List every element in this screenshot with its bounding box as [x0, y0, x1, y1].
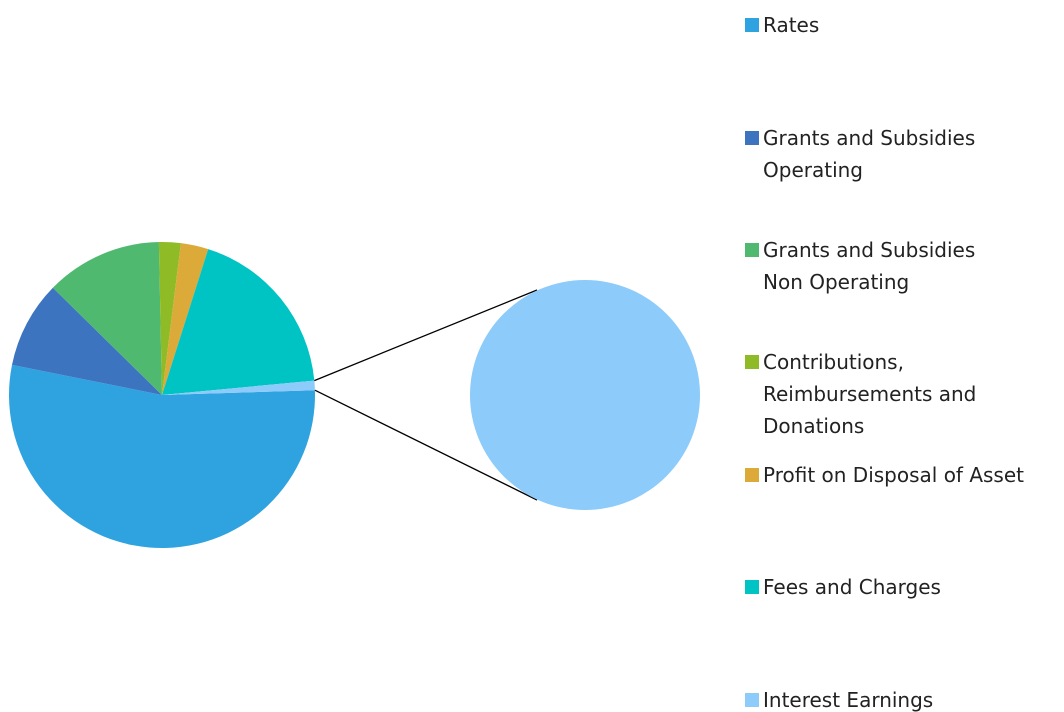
legend-label: Grants and Subsidies Operating: [763, 126, 976, 182]
legend-swatch: [745, 131, 759, 145]
legend-swatch: [745, 243, 759, 257]
legend-swatch: [745, 18, 759, 32]
legend-label: Profit on Disposal of Asset: [763, 463, 1024, 487]
legend-label: Fees and Charges: [763, 575, 941, 599]
legend-label: Contributions, Reimbursements and Donati…: [763, 350, 977, 438]
connector-line: [314, 389, 538, 501]
legend-label: Grants and Subsidies Non Operating: [763, 238, 976, 294]
legend-label: Rates: [763, 13, 820, 37]
legend-swatch: [745, 355, 759, 369]
pie-slice: [162, 380, 315, 395]
legend-entry: Interest Earnings: [745, 684, 1063, 712]
pie-slice: [158, 242, 181, 395]
legend-entry: Grants and Subsidies Non Operating: [745, 234, 1063, 298]
pie-slice: [11, 287, 162, 395]
pie-slice: [162, 249, 315, 395]
pie-slice: [9, 364, 315, 548]
legend-entry: Rates: [745, 9, 1063, 41]
secondary-pie-slice: [470, 280, 700, 510]
legend-entry: Fees and Charges: [745, 571, 1063, 603]
legend-swatch: [745, 468, 759, 482]
legend-swatch: [745, 693, 759, 707]
pie-slice: [162, 243, 209, 395]
legend-entry: Grants and Subsidies Operating: [745, 122, 1063, 186]
legend-label: Interest Earnings: [763, 688, 934, 712]
legend-swatch: [745, 580, 759, 594]
pie-slice: [52, 242, 162, 395]
connector-line: [314, 289, 538, 382]
legend-entry: Profit on Disposal of Asset: [745, 459, 1063, 491]
legend-entry: Contributions, Reimbursements and Donati…: [745, 346, 1063, 442]
